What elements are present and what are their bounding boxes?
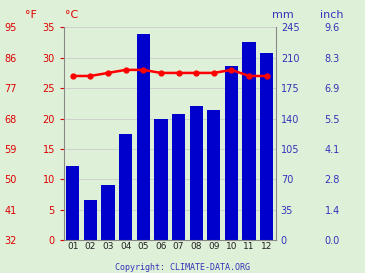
Bar [242, 42, 256, 240]
Bar [189, 106, 203, 240]
Bar [172, 114, 185, 240]
Text: Copyright: CLIMATE-DATA.ORG: Copyright: CLIMATE-DATA.ORG [115, 263, 250, 272]
Bar [119, 134, 132, 240]
Text: inch: inch [320, 10, 344, 20]
Text: mm: mm [272, 10, 294, 20]
Bar [207, 110, 220, 240]
Bar [84, 200, 97, 240]
Bar [154, 118, 168, 240]
Text: °C: °C [65, 10, 78, 20]
Bar [66, 166, 79, 240]
Bar [260, 54, 273, 240]
Bar [101, 185, 115, 240]
Bar [225, 66, 238, 240]
Text: °F: °F [25, 10, 37, 20]
Bar [137, 34, 150, 240]
